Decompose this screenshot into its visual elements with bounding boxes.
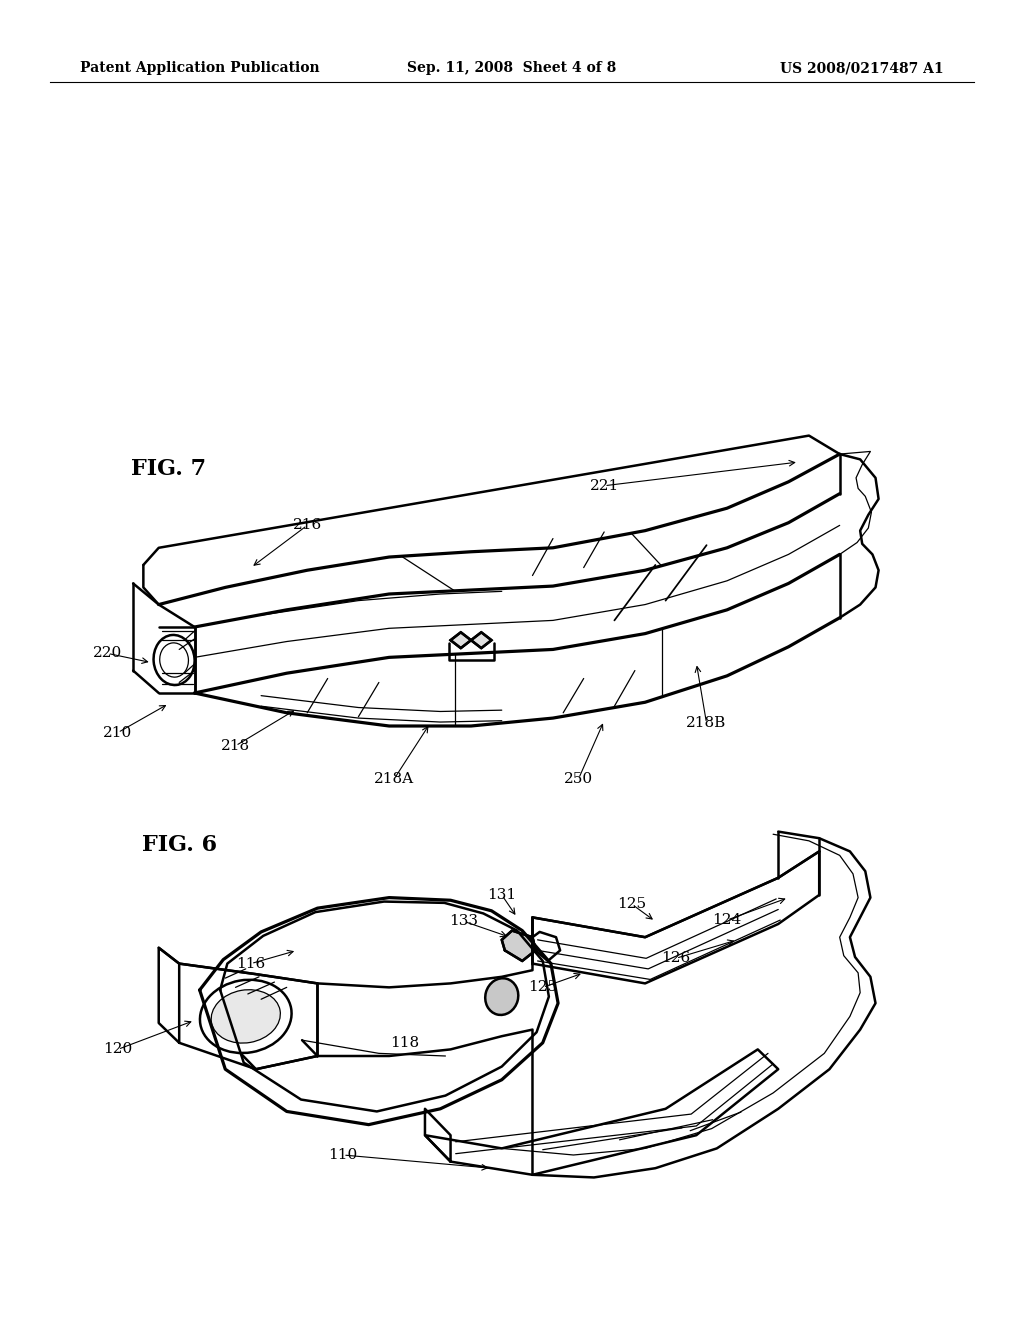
Text: 216: 216 [293,519,322,532]
Ellipse shape [485,978,518,1015]
Text: 120: 120 [103,1043,132,1056]
Text: Patent Application Publication: Patent Application Publication [80,61,319,75]
Text: 131: 131 [487,888,516,902]
Text: 110: 110 [329,1148,357,1162]
Text: 221: 221 [590,479,618,492]
Text: 220: 220 [93,647,122,660]
Text: 218B: 218B [686,717,727,730]
Text: 218: 218 [221,739,250,752]
Polygon shape [471,632,492,648]
Text: FIG. 6: FIG. 6 [141,834,217,855]
Text: 126: 126 [662,952,690,965]
Text: 118: 118 [390,1036,419,1049]
Text: Sep. 11, 2008  Sheet 4 of 8: Sep. 11, 2008 Sheet 4 of 8 [408,61,616,75]
Text: 133: 133 [450,915,478,928]
Text: FIG. 7: FIG. 7 [131,458,207,479]
Text: 250: 250 [564,772,593,785]
Text: 218A: 218A [374,772,415,785]
Text: 124: 124 [713,913,741,927]
Text: 125: 125 [528,981,557,994]
Polygon shape [451,632,471,648]
Text: 210: 210 [103,726,132,739]
Text: 116: 116 [237,957,265,970]
Text: US 2008/0217487 A1: US 2008/0217487 A1 [780,61,944,75]
Text: 125: 125 [617,898,646,911]
Polygon shape [502,931,536,961]
Ellipse shape [211,990,281,1043]
